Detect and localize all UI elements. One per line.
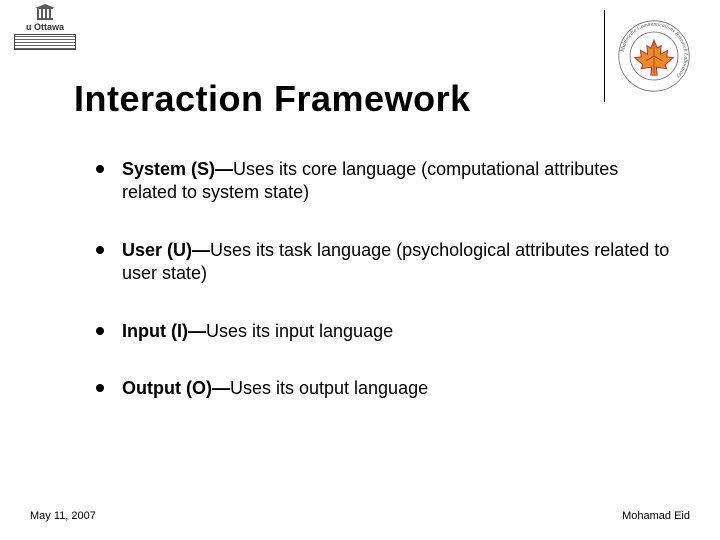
bullet-text: System (S)—Uses its core language (compu…: [122, 158, 670, 205]
bullet-text: Output (O)—Uses its output language: [122, 377, 670, 400]
bullet-dot-icon: [96, 384, 104, 392]
bullet-rest: Uses its input language: [206, 321, 393, 341]
footer-author: Mohamad Eid: [622, 510, 690, 522]
bullet-item: Input (I)—Uses its input language: [96, 320, 670, 343]
maple-leaf-badge-icon: Multimedia Communications Research Labor…: [614, 16, 694, 96]
bullet-text: User (U)—Uses its task language (psychol…: [122, 239, 670, 286]
bullet-item: System (S)—Uses its core language (compu…: [96, 158, 670, 205]
bullet-item: Output (O)—Uses its output language: [96, 377, 670, 400]
bullet-dot-icon: [96, 246, 104, 254]
uottawa-subline: [14, 34, 76, 50]
bullet-list: System (S)—Uses its core language (compu…: [96, 158, 670, 434]
bullet-bold: Output (O)—: [122, 378, 230, 398]
mcr-lab-logo: Multimedia Communications Research Labor…: [604, 10, 696, 102]
uottawa-wordmark: u Ottawa: [26, 22, 64, 32]
slide: u Ottawa Multimedia Communications Resea…: [0, 0, 720, 540]
slide-title: Interaction Framework: [74, 78, 471, 120]
bullet-rest: Uses its output language: [230, 378, 428, 398]
bullet-item: User (U)—Uses its task language (psychol…: [96, 239, 670, 286]
bullet-text: Input (I)—Uses its input language: [122, 320, 670, 343]
footer-date: May 11, 2007: [30, 510, 96, 522]
bullet-bold: Input (I)—: [122, 321, 206, 341]
building-icon: [35, 4, 55, 20]
bullet-bold: User (U)—: [122, 240, 210, 260]
bullet-dot-icon: [96, 165, 104, 173]
uottawa-logo: u Ottawa: [10, 4, 80, 66]
bullet-bold: System (S)—: [122, 159, 233, 179]
bullet-dot-icon: [96, 327, 104, 335]
